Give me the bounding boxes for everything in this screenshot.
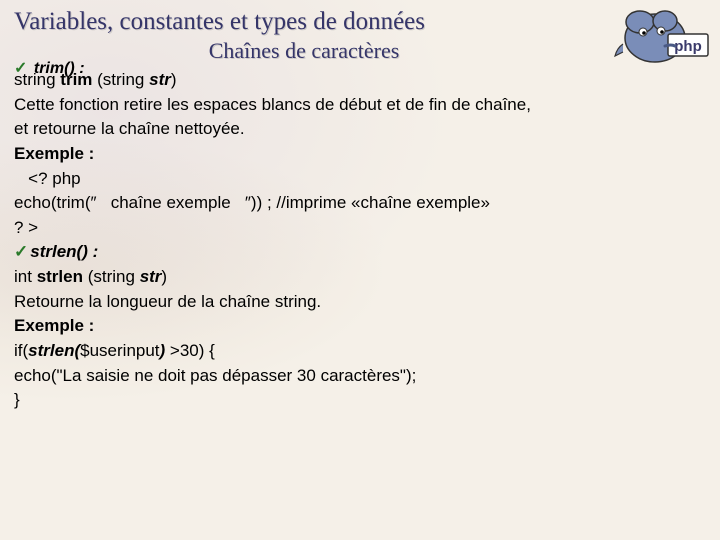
if-line: if(strlen($userinput) >30) { — [14, 339, 706, 364]
strlen-desc: Retourne la longueur de la chaîne string… — [14, 290, 706, 315]
check-icon: ✓ — [14, 60, 27, 77]
slide-subtitle: Chaînes de caractères — [64, 38, 544, 64]
strlen-bullet: ✓strlen() : — [14, 240, 706, 265]
example-label-1: Exemple : — [14, 142, 706, 167]
echo-line: echo("La saisie ne doit pas dépasser 30 … — [14, 364, 706, 389]
close-brace: } — [14, 388, 706, 413]
body-content: string trim (string str) Cette fonction … — [14, 68, 706, 413]
php-logo: php — [605, 4, 710, 66]
example-label-2: Exemple : — [14, 314, 706, 339]
php-open-1: <? php — [14, 167, 706, 192]
check-icon: ✓ — [14, 242, 28, 261]
php-close-1: ? > — [14, 216, 706, 241]
strlen-signature: int strlen (string str) — [14, 265, 706, 290]
slide-title: Variables, constantes et types de donnée… — [14, 8, 706, 36]
trim-desc-2: et retourne la chaîne nettoyée. — [14, 117, 706, 142]
trim-label: trim() : — [34, 60, 85, 77]
trim-signature: string trim (string str) — [14, 68, 706, 93]
trim-desc-1: Cette fonction retire les espaces blancs… — [14, 93, 706, 118]
trim-bullet: ✓ trim() : — [14, 58, 85, 78]
strlen-label: strlen() : — [30, 242, 98, 261]
svg-text:php: php — [674, 38, 702, 55]
echo-trim: echo(trim(″ chaîne exemple ″)) ; //impri… — [14, 191, 706, 216]
